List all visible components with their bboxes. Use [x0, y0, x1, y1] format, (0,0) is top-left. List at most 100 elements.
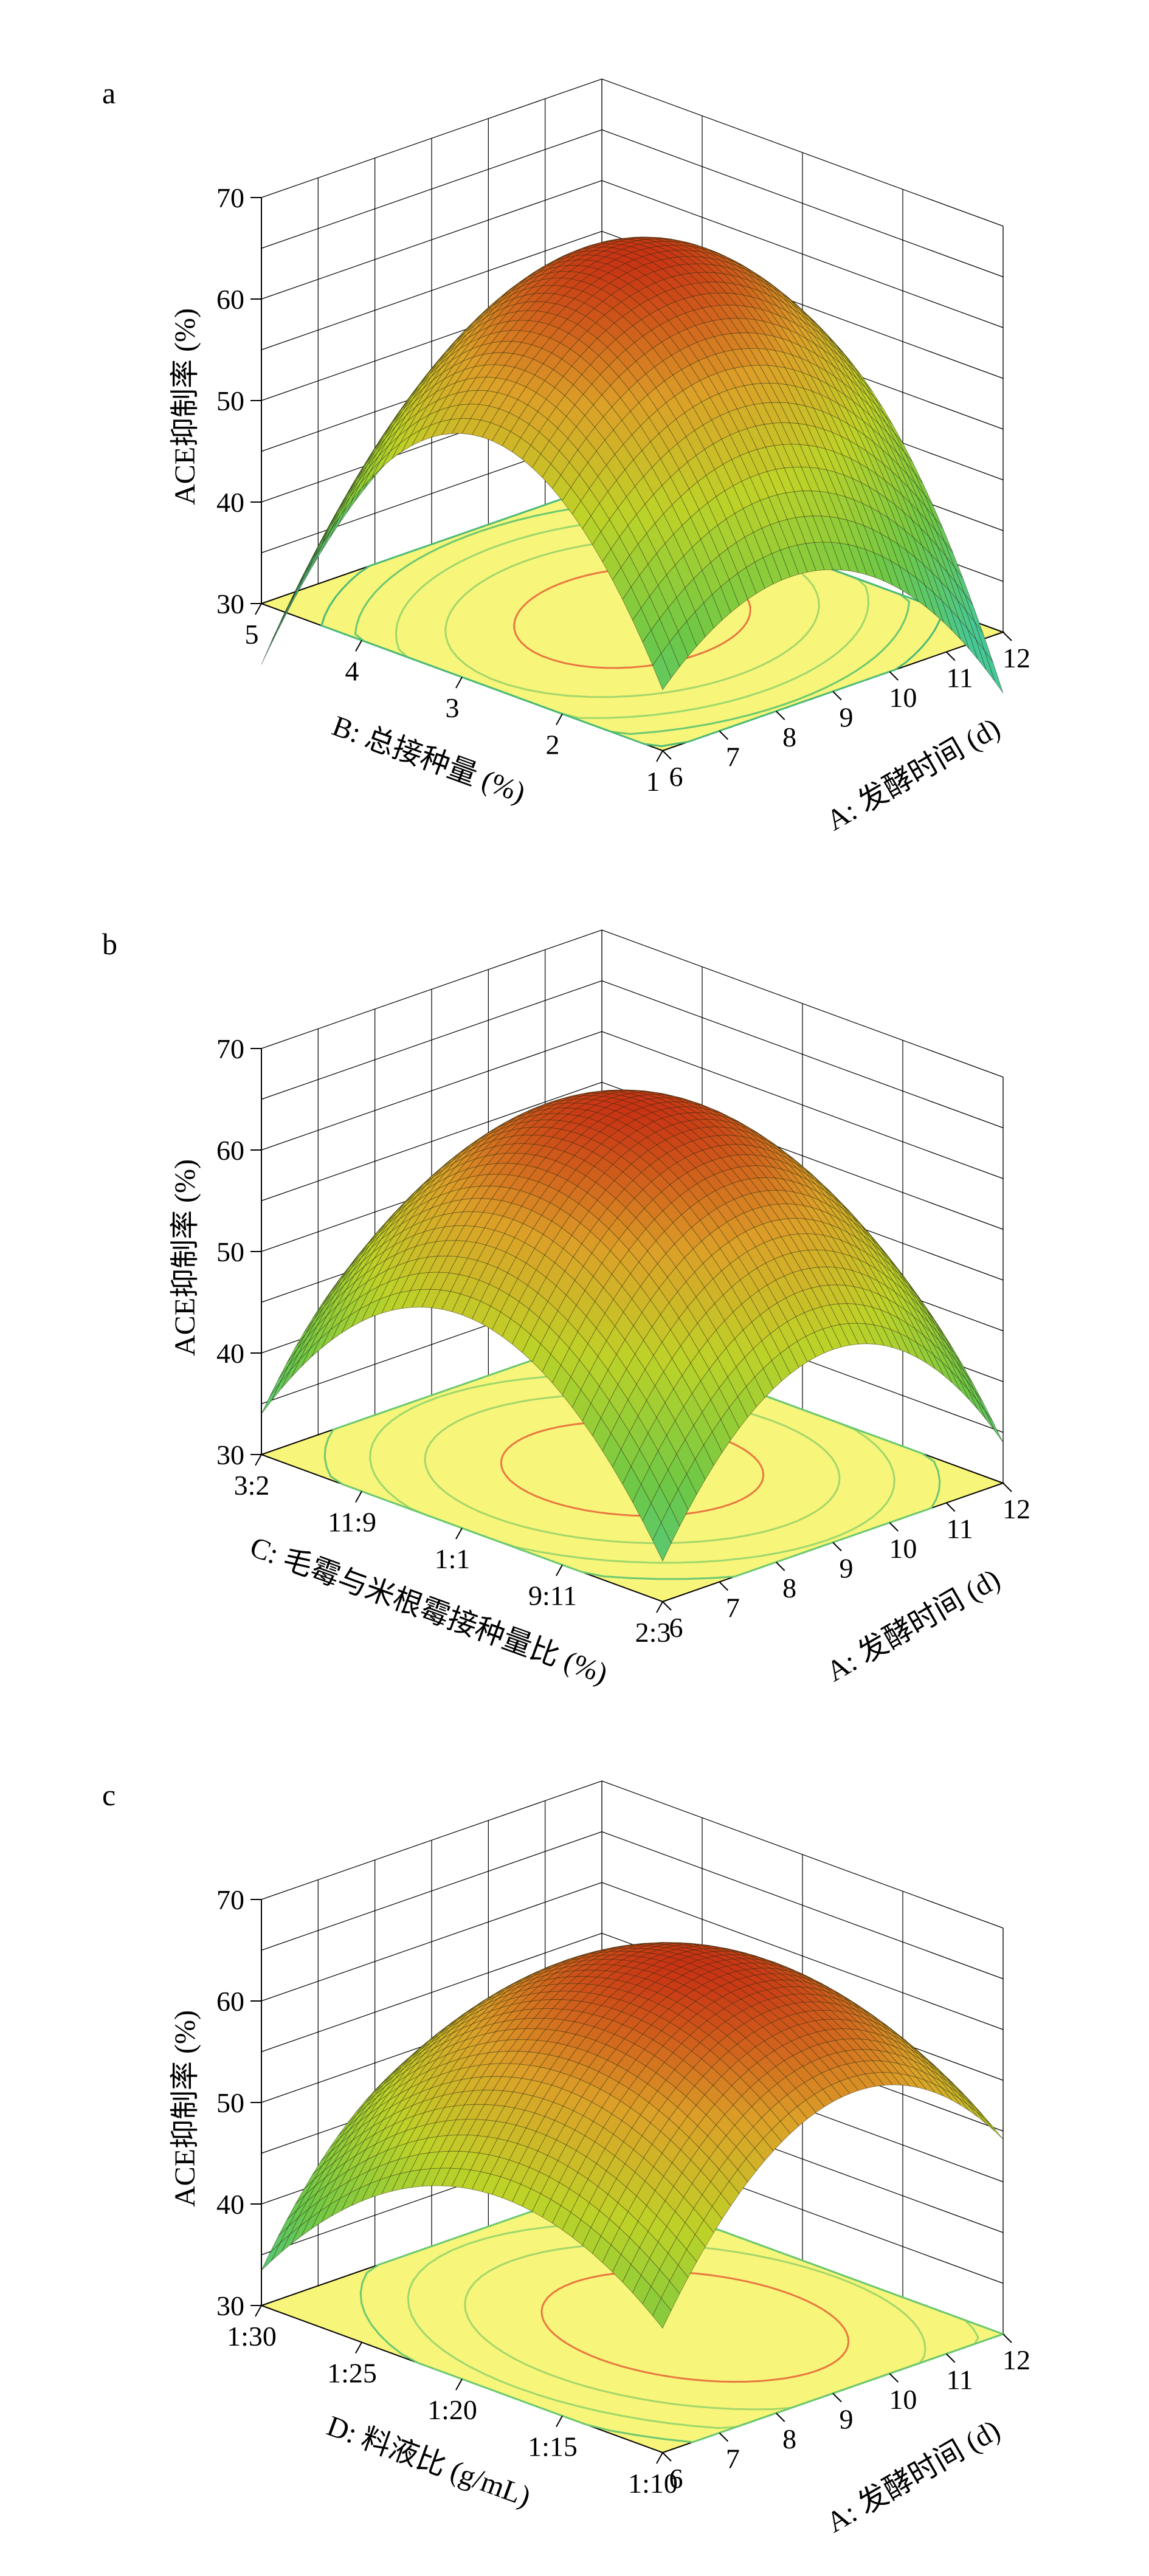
surface-cell: [976, 2111, 995, 2132]
x-tick-mark: [662, 750, 672, 760]
surface-cell: [967, 2104, 987, 2124]
x-tick-label: 6: [669, 1612, 683, 1643]
surface-cell: [320, 516, 340, 553]
surface-cell: [321, 511, 340, 545]
wall-hline: [261, 230, 1004, 379]
z-tick-label: 40: [216, 1338, 244, 1369]
wall-hline: [261, 1831, 1004, 1980]
z-ticks: 30 40 50 60 70: [216, 182, 261, 619]
z-tick-label: 40: [216, 487, 244, 518]
y-tick-label: 2: [546, 729, 560, 760]
wall-hline: [261, 1780, 1004, 1929]
x-tick-label: 8: [782, 1572, 796, 1603]
z-tick-label: 60: [216, 1986, 244, 2017]
x-tick-mark: [1002, 632, 1012, 641]
y-tick-label: 5: [245, 619, 259, 650]
surface-cell: [984, 650, 1004, 694]
x-tick-mark: [662, 1601, 672, 1611]
surface-cell: [312, 529, 331, 567]
surface-mesh: [261, 1942, 1004, 2329]
chart-panel-c: c 30 40 50 60 70 ACE抑制率 (%) 6 7 8 9 10 11 12 A: 发酵时间 …: [0, 1702, 1149, 2553]
y-tick-mark: [255, 603, 262, 615]
y-tick-mark: [556, 1565, 563, 1576]
z-tick-label: 60: [216, 1135, 244, 1166]
surface-cell: [652, 1522, 672, 1562]
contour-line-0: [513, 567, 751, 669]
y-axis-label: B: 总接种量 (%): [328, 710, 530, 810]
y-tick-label: 4: [345, 656, 359, 687]
surface-cell: [652, 2298, 672, 2329]
panel-label-b: b: [102, 927, 117, 961]
surface-cell: [331, 497, 351, 529]
y-tick-mark: [255, 1454, 262, 1466]
z-tick-label: 70: [216, 1884, 244, 1915]
y-tick-label: 3: [446, 692, 460, 723]
x-tick-mark: [889, 671, 899, 681]
x-tick-mark: [775, 1562, 785, 1571]
x-tick-label: 6: [669, 761, 683, 792]
chart-panel-a: a 30 40 50 60 70 ACE抑制率 (%) 6 7 8 9 10 11 12 A: 发酵时间 …: [0, 0, 1149, 851]
z-tick-label: 30: [216, 588, 244, 619]
y-tick-label: 1:1: [435, 1543, 471, 1574]
y-tick-mark: [355, 640, 362, 652]
x-tick-label: 11: [947, 663, 973, 694]
z-tick-label: 40: [216, 2189, 244, 2220]
x-tick-mark: [945, 651, 956, 661]
y-tick-mark: [355, 1491, 362, 1503]
x-tick-label: 10: [889, 682, 917, 713]
wall-hline: [261, 1081, 1004, 1230]
surface-mesh: [261, 1089, 1004, 1562]
z-tick-label: 30: [216, 1439, 244, 1470]
wall-hline: [261, 1882, 1004, 2030]
z-axis-label: ACE抑制率 (%): [169, 1159, 201, 1356]
x-tick-mark: [889, 1522, 899, 1532]
y-tick-label: 3:2: [234, 1470, 270, 1501]
x-tick-mark: [945, 1502, 956, 1512]
y-tick-mark: [455, 1527, 463, 1540]
wall-hline: [261, 1031, 1004, 1179]
x-tick-label: 10: [889, 1533, 917, 1564]
y-tick-label: 9:11: [528, 1580, 577, 1611]
x-tick-mark: [1002, 1483, 1012, 1492]
surface-mesh: [261, 236, 1004, 694]
panel-label-c: c: [102, 1778, 116, 1812]
z-tick-label: 50: [216, 2087, 244, 2118]
z-tick-label: 50: [216, 385, 244, 416]
surface-cell: [303, 543, 323, 582]
y-tick-mark: [656, 750, 663, 762]
x-tick-label: 9: [840, 1553, 854, 1584]
wall-hline: [261, 78, 1004, 227]
y-ticks: 2:39:111:111:93:2: [234, 1454, 671, 1648]
z-tick-label: 50: [216, 1236, 244, 1267]
wall-hline: [261, 929, 1004, 1078]
z-axis-label: ACE抑制率 (%): [169, 2010, 201, 2207]
panel-label-a: a: [102, 76, 116, 110]
wall-hline: [261, 980, 1004, 1129]
surface-cell: [652, 653, 672, 690]
z-ticks: 30 40 50 60 70: [216, 1033, 261, 1470]
x-tick-mark: [832, 690, 842, 701]
surface-cell: [261, 2243, 280, 2271]
z-tick-label: 70: [216, 182, 244, 213]
y-tick-mark: [455, 677, 463, 689]
x-tick-label: 12: [1002, 642, 1030, 673]
x-tick-label: 7: [726, 1593, 740, 1624]
y-tick-label: 2:3: [635, 1617, 671, 1648]
x-tick-label: 11: [947, 1514, 973, 1545]
chart-panel-b: b 30 40 50 60 70 ACE抑制率 (%) 6 7 8 9 10 11 12 A: 发酵时间 …: [0, 851, 1149, 1702]
z-tick-label: 60: [216, 284, 244, 315]
x-tick-label: 8: [782, 721, 796, 752]
z-ticks: 30 40 50 60 70: [216, 1884, 261, 2321]
x-tick-mark: [719, 1581, 729, 1591]
z-tick-label: 30: [216, 2290, 244, 2321]
z-tick-label: 70: [216, 1033, 244, 1064]
z-axis-label: ACE抑制率 (%): [169, 308, 201, 505]
y-tick-mark: [656, 1601, 663, 1613]
x-tick-mark: [662, 2452, 672, 2462]
